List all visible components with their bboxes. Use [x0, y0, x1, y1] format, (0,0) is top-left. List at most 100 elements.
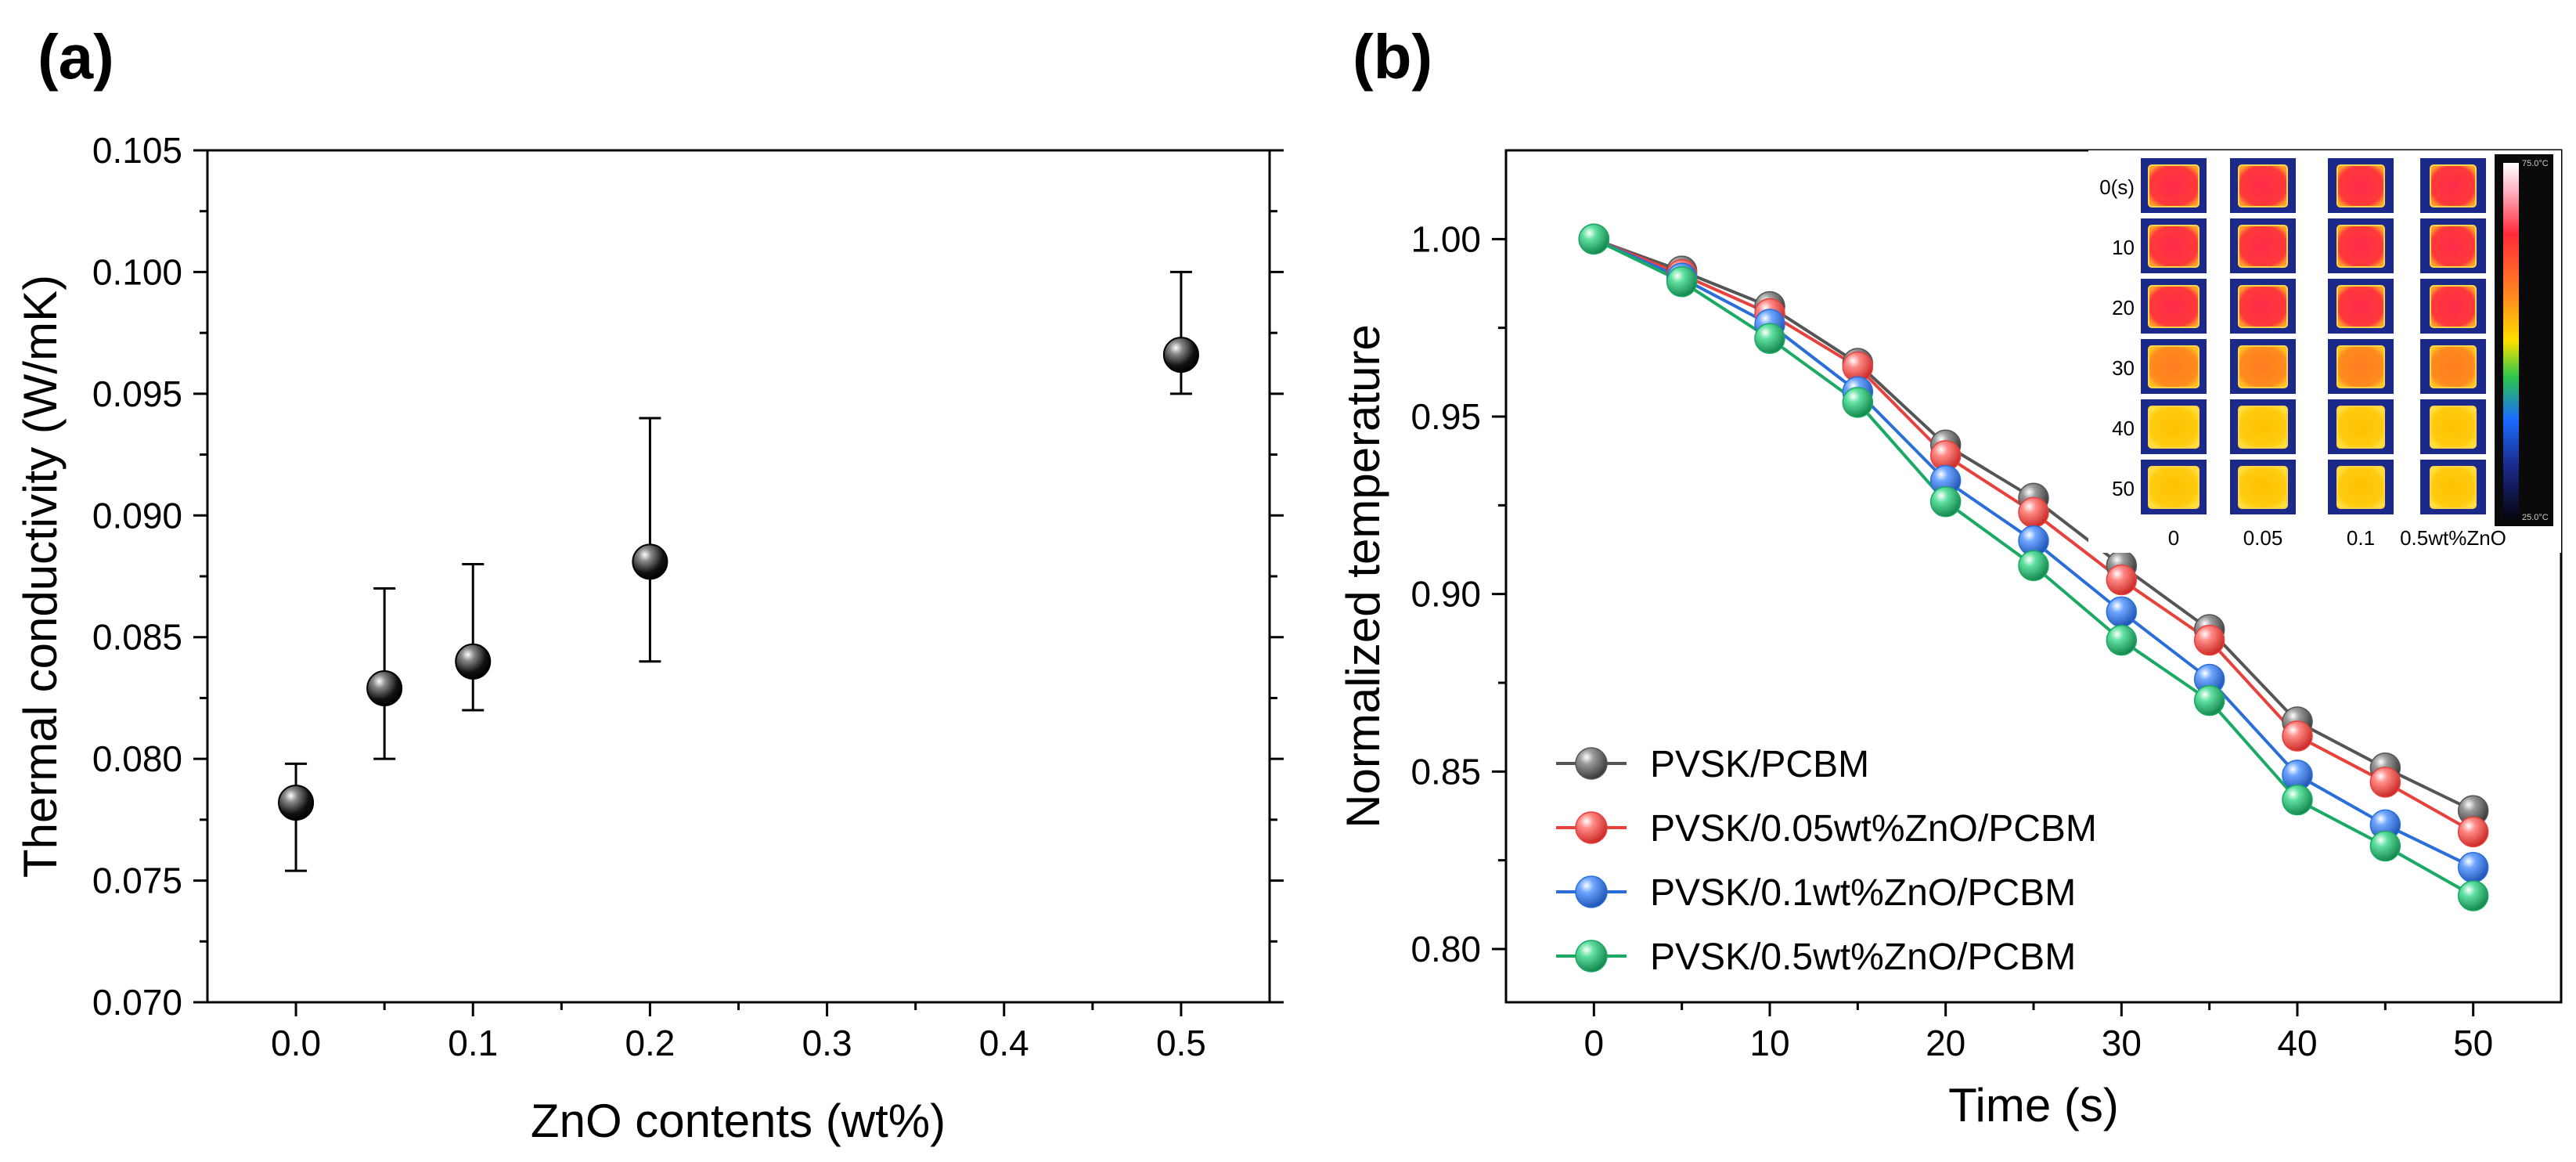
inset-thermal-cell: [2230, 279, 2296, 334]
chart-a-x-tick-label: 0.0: [271, 1023, 321, 1063]
inset-sample-hotspot: [2238, 345, 2288, 388]
inset-sample-hotspot: [2336, 164, 2385, 208]
chart-b-y-tick-label: 0.85: [1410, 751, 1481, 792]
chart-a-x-axis-title: ZnO contents (wt%): [531, 1095, 946, 1147]
inset-sample-hotspot: [2148, 225, 2200, 268]
chart-b-data-point: [2369, 767, 2401, 798]
chart-b-legend-marker: [1575, 875, 1608, 908]
chart-b-legend-marker: [1575, 811, 1608, 844]
inset-column-label: 0.5wt%ZnO: [2400, 526, 2506, 550]
chart-b-legend-label: PVSK/0.1wt%ZnO/PCBM: [1650, 872, 2076, 914]
inset-thermal-cell: [2420, 279, 2486, 334]
inset-row-label: 40: [2112, 417, 2135, 440]
inset-row-labels: 0(s) 10 20 30 40 50: [2099, 175, 2135, 500]
chart-b-data-point: [2457, 816, 2489, 848]
inset-sample-hotspot: [2430, 345, 2477, 388]
chart-b-data-point: [2018, 496, 2049, 529]
inset-colorbar-max-label: 75.0°C: [2522, 159, 2549, 168]
chart-b-data-point: [2193, 684, 2225, 716]
inset-column-label: 0: [2168, 526, 2179, 550]
chart-b-legend-item: PVSK/PCBM: [1556, 744, 1869, 785]
inset-thermal-cell: [2328, 399, 2394, 454]
chart-b-x-tick-label: 40: [2277, 1023, 2317, 1063]
chart-b-x-tick-label: 30: [2102, 1023, 2142, 1063]
chart-b-legend-marker: [1575, 940, 1608, 973]
chart-b-x-axis-title: Time (s): [1948, 1079, 2119, 1131]
chart-b-data-point: [2457, 880, 2489, 911]
chart-b-legend: PVSK/PCBM PVSK/0.05wt%ZnO/PCBM PVSK/0.1wt%…: [1556, 744, 2097, 978]
inset-row-label: 20: [2112, 296, 2135, 319]
chart-b-data-point: [2193, 624, 2225, 656]
inset-row-label: 0(s): [2099, 175, 2135, 199]
chart-a-x-tick-label: 0.4: [979, 1023, 1029, 1063]
inset-sample-hotspot: [2430, 164, 2477, 208]
inset-column-label: 0.1: [2347, 526, 2375, 550]
chart-a-y-ticks: 0.070 0.075 0.080 0.085 0.090 0.095 0.100 0.105: [92, 130, 1284, 1023]
chart-b-legend-item: PVSK/0.05wt%ZnO/PCBM: [1556, 808, 2097, 850]
inset-sample-hotspot: [2430, 285, 2477, 328]
chart-a-data-point: [632, 543, 668, 580]
inset-sample-hotspot: [2336, 225, 2385, 268]
chart-b-data-point: [1754, 323, 1785, 355]
inset-column-label: 0.05: [2243, 526, 2283, 550]
inset-thermal-cell: [2420, 158, 2486, 213]
chart-a-y-tick-label: 0.080: [92, 738, 182, 779]
chart-b-legend-item: PVSK/0.1wt%ZnO/PCBM: [1556, 872, 2076, 914]
inset-sample-hotspot: [2336, 466, 2385, 509]
chart-b-data-point: [2282, 784, 2313, 816]
chart-b-legend-label: PVSK/PCBM: [1650, 744, 1869, 785]
chart-b-legend-item: PVSK/0.5wt%ZnO/PCBM: [1556, 936, 2076, 978]
inset-thermal-cell: [2141, 218, 2207, 273]
chart-a-x-ticks: 0.0 0.1 0.2 0.3 0.4 0.5: [271, 1002, 1206, 1063]
chart-b-data-point: [2106, 564, 2138, 596]
inset-sample-hotspot: [2148, 345, 2200, 388]
chart-a-y-tick-label: 0.105: [92, 130, 182, 171]
inset-thermal-cell: [2420, 339, 2486, 394]
chart-b-y-axis-title: Normalized temperature: [1337, 324, 1389, 828]
chart-b-data-point: [2106, 624, 2138, 656]
chart-a-plot-frame: [206, 149, 1271, 1004]
chart-b-y-ticks: 0.80 0.85 0.90 0.95 1.00: [1410, 218, 1506, 969]
inset-thermal-cell: [2141, 460, 2207, 514]
chart-b-x-ticks: 0 10 20 30 40 50: [1584, 1002, 2493, 1063]
chart-b-data-point: [2369, 830, 2401, 862]
inset-thermal-cell: [2420, 399, 2486, 454]
inset-sample-hotspot: [2238, 164, 2288, 208]
chart-b-data-point: [2106, 596, 2138, 628]
inset-sample-hotspot: [2148, 466, 2200, 509]
panel-b-label: (b): [1353, 22, 1432, 92]
chart-b-y-tick-label: 0.90: [1410, 574, 1481, 615]
chart-a-y-tick-label: 0.085: [92, 617, 182, 658]
inset-colorbar-min-label: 25.0°C: [2522, 513, 2549, 522]
chart-b: 0 10 20 30 40 50 0.80 0.85 0.90 0.95 1.00 Time (s…: [1337, 149, 2563, 1131]
chart-a-y-tick-label: 0.075: [92, 861, 182, 901]
inset-sample-hotspot: [2238, 285, 2288, 328]
chart-b-data-point: [2457, 851, 2489, 883]
inset-column-labels: 0 0.05 0.1 0.5wt%ZnO: [2168, 526, 2506, 550]
inset-thermal-cell: [2420, 218, 2486, 273]
chart-a-x-tick-label: 0.5: [1156, 1023, 1206, 1063]
chart-a-y-axis-title: Thermal conductivity (W/mK): [14, 275, 67, 878]
inset-thermal-cell: [2230, 218, 2296, 273]
inset-thermal-cell: [2141, 399, 2207, 454]
chart-a-x-tick-label: 0.3: [802, 1023, 852, 1063]
inset-sample-hotspot: [2148, 406, 2200, 449]
chart-a-data-point: [1162, 337, 1199, 374]
inset-thermal-grid: [2141, 158, 2486, 514]
chart-b-data-point: [1842, 387, 1874, 418]
chart-b-data-point: [2018, 550, 2049, 582]
chart-b-x-tick-label: 0: [1584, 1023, 1605, 1063]
chart-b-data-point: [2282, 720, 2313, 752]
inset-sample-hotspot: [2148, 164, 2200, 208]
chart-b-series-markers-3: [1578, 223, 2489, 911]
chart-b-x-tick-label: 10: [1749, 1023, 1789, 1063]
inset-sample-hotspot: [2238, 406, 2288, 449]
inset-thermal-cell: [2141, 158, 2207, 213]
inset-thermal-cell: [2230, 339, 2296, 394]
chart-b-x-tick-label: 50: [2453, 1023, 2493, 1063]
inset-sample-hotspot: [2238, 466, 2288, 509]
inset-thermal-cell: [2328, 460, 2394, 514]
inset-thermal-cell: [2230, 158, 2296, 213]
